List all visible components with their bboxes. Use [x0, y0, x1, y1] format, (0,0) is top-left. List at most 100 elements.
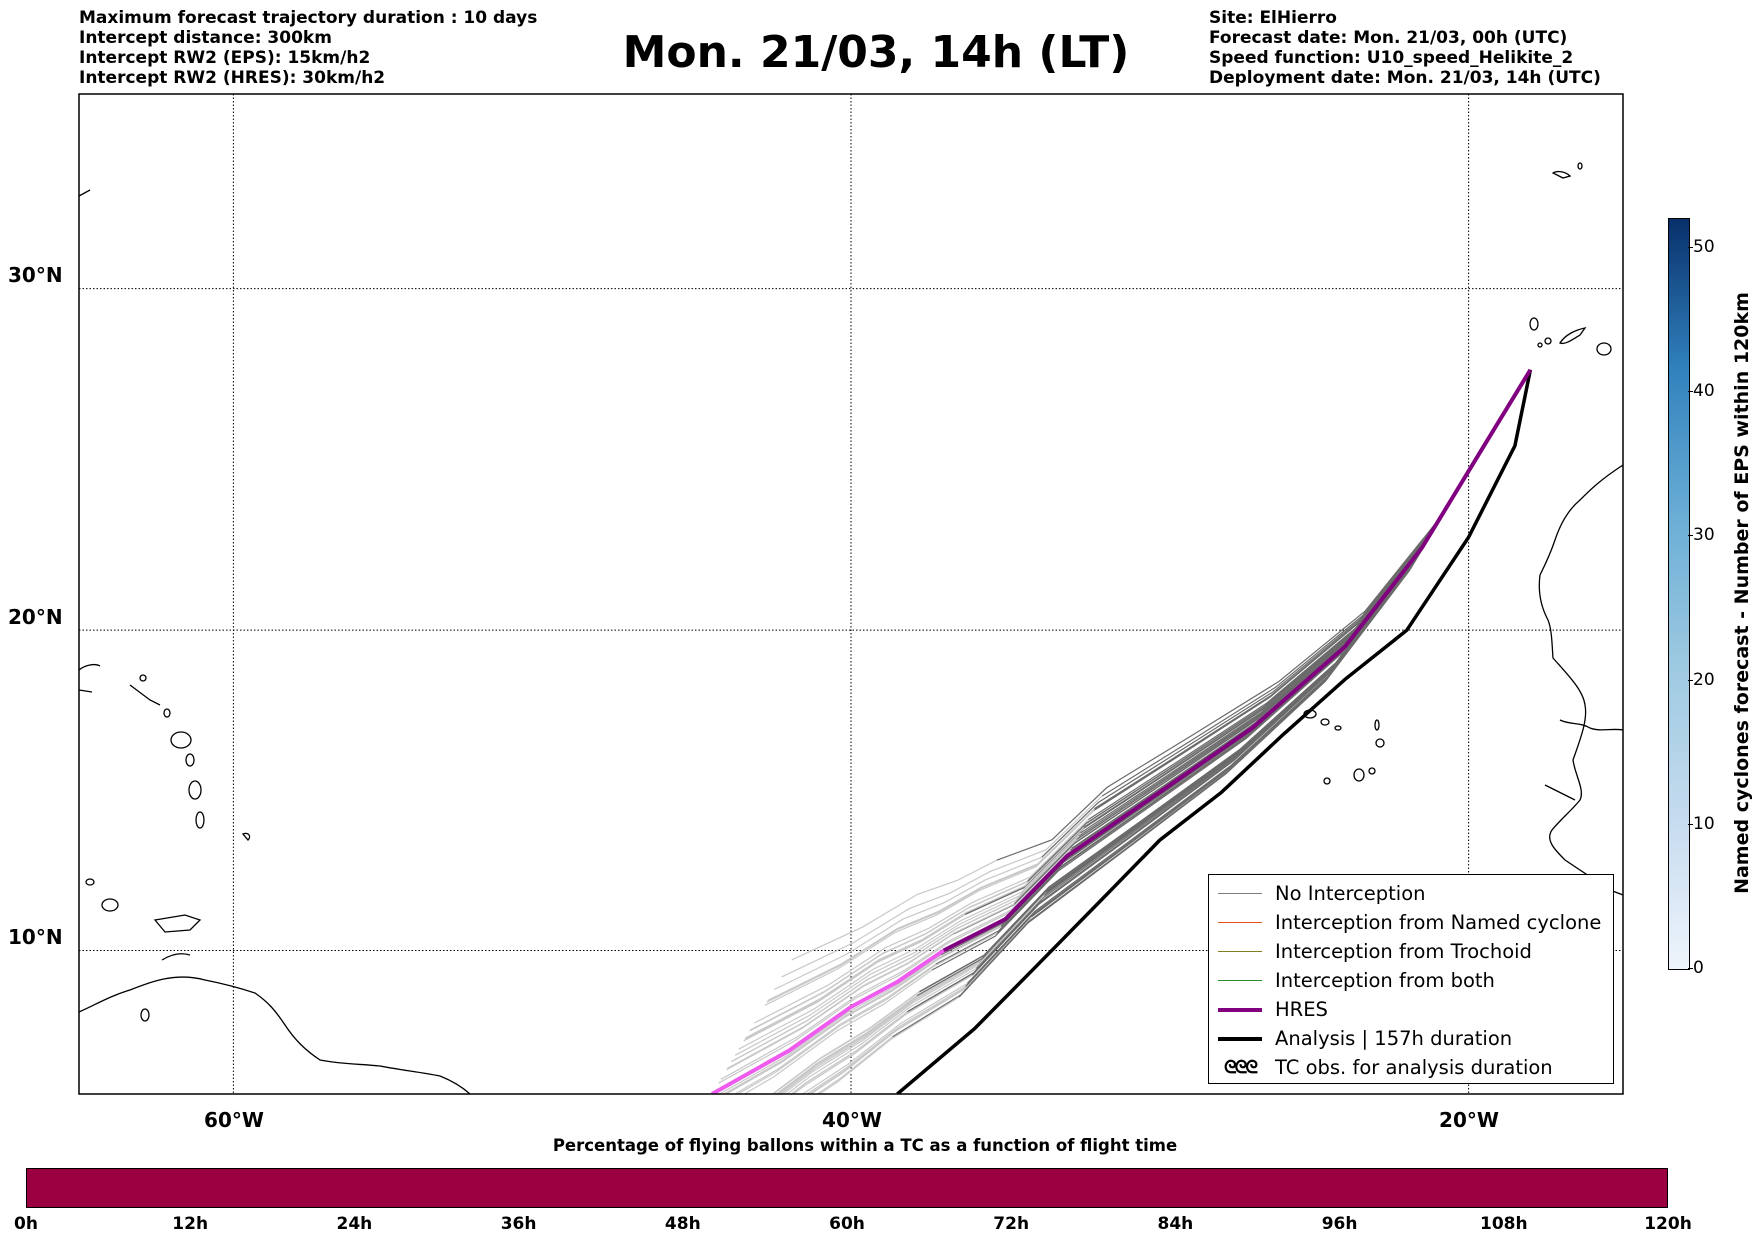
eps-trajectory	[1078, 369, 1531, 837]
eps-trajectory	[942, 369, 1531, 952]
eps-trajectory-late	[743, 969, 933, 1094]
island	[79, 689, 93, 693]
island	[185, 753, 195, 767]
legend-swatch	[1218, 951, 1262, 952]
island	[85, 878, 95, 886]
header-left-line: Maximum forecast trajectory duration : 1…	[79, 8, 538, 28]
island-puerto-rico	[79, 663, 101, 671]
colorbar-tick-label: 0	[1693, 958, 1704, 978]
legend: No Interception Interception from Named …	[1208, 874, 1614, 1084]
africa-coast-detail	[1559, 719, 1623, 731]
header-left-line: Intercept RW2 (EPS): 15km/h2	[79, 48, 371, 68]
bottom-colorbar-tick: 108h	[1480, 1214, 1528, 1234]
island	[1374, 719, 1380, 731]
eps-trajectory	[996, 369, 1531, 861]
eps-trajectory-late	[792, 974, 973, 1094]
africa-coastline	[1538, 464, 1623, 896]
bottom-colorbar-tick: 84h	[1157, 1214, 1194, 1234]
colorbar-tick-label: 20	[1693, 669, 1715, 690]
eps-trajectory-late	[738, 832, 1081, 1050]
bottom-colorbar-tick: 120h	[1644, 1214, 1692, 1234]
right-colorbar	[1668, 218, 1690, 970]
eps-trajectory-late	[790, 1011, 908, 1094]
header-right-line: Forecast date: Mon. 21/03, 00h (UTC)	[1209, 28, 1568, 48]
colorbar-tick-label: 50	[1693, 236, 1715, 257]
eps-trajectory-late	[724, 925, 1002, 1094]
eps-trajectory-late	[764, 810, 1095, 1006]
legend-label: No Interception	[1275, 882, 1426, 905]
bottom-colorbar	[26, 1168, 1668, 1208]
eps-trajectory-late	[727, 903, 1015, 1069]
header-right-line: Site: ElHierro	[1209, 8, 1337, 28]
island	[1577, 162, 1583, 170]
lon-label: 60°W	[204, 1108, 264, 1132]
bottom-colorbar-tick: 36h	[500, 1214, 537, 1234]
legend-label: TC obs. for analysis duration	[1275, 1056, 1553, 1079]
eps-trajectory-late	[766, 808, 1095, 1003]
eps-trajectory-late	[782, 895, 1045, 1094]
island	[1551, 170, 1572, 179]
legend-label: Analysis | 157h duration	[1275, 1027, 1513, 1050]
eps-trajectory	[964, 369, 1531, 916]
header-right-line: Deployment date: Mon. 21/03, 14h (UTC)	[1209, 68, 1601, 88]
eps-trajectory	[1070, 369, 1531, 851]
trajectories	[711, 368, 1533, 1094]
lon-label: 20°W	[1439, 1108, 1499, 1132]
colorbar-tick-label: 10	[1693, 813, 1715, 834]
island	[1320, 718, 1330, 726]
right-colorbar-label: Named cyclones forecast - Number of EPS …	[1731, 292, 1752, 894]
island	[139, 674, 147, 682]
eps-trajectory-late	[720, 847, 1073, 1080]
colorbar-tick-mark	[1688, 246, 1693, 248]
island	[195, 811, 205, 829]
legend-swatch	[1218, 922, 1262, 923]
colorbar-tick-mark	[1688, 823, 1693, 825]
eps-trajectory-late	[777, 891, 1047, 1094]
island	[188, 780, 202, 800]
coastlines	[79, 162, 1623, 1094]
legend-item: Interception from Trochoid	[1217, 937, 1605, 966]
bottom-colorbar-tick: 0h	[14, 1214, 38, 1234]
eps-trajectory-late	[816, 1036, 893, 1094]
africa-coast-detail-2	[1544, 784, 1576, 801]
colorbar-tick-mark	[1688, 968, 1693, 969]
eps-trajectory-late	[749, 880, 1028, 1031]
colorbar-tick-label: 40	[1693, 381, 1715, 402]
eps-trajectory-late	[809, 916, 1032, 1094]
legend-label: HRES	[1275, 998, 1328, 1021]
eps-trajectory-late	[773, 856, 1042, 991]
legend-item: Interception from both	[1217, 966, 1605, 995]
eps-trajectory	[1063, 369, 1531, 863]
colorbar-tick-mark	[1688, 535, 1693, 537]
eps-trajectory	[1043, 369, 1531, 896]
eps-trajectory	[1094, 369, 1531, 810]
island-trinidad	[153, 914, 202, 933]
island	[1375, 738, 1385, 748]
eps-trajectory-late	[743, 914, 966, 1042]
island	[1368, 767, 1376, 775]
eps-trajectory	[965, 369, 1531, 914]
eps-trajectory	[1080, 369, 1531, 834]
eps-trajectory	[983, 369, 1531, 956]
legend-swatch	[1218, 1036, 1262, 1041]
legend-swatch	[1218, 893, 1262, 894]
eps-trajectory	[1013, 369, 1531, 905]
eps-trajectory-late	[805, 986, 966, 1094]
eps-trajectory-late	[733, 963, 937, 1094]
island	[140, 1008, 150, 1022]
eps-trajectory-late	[745, 826, 1085, 1039]
legend-item: Analysis | 157h duration	[1217, 1024, 1605, 1053]
island	[1537, 342, 1543, 348]
lat-label: 20°N	[8, 605, 63, 629]
south-america-coastline	[79, 976, 471, 1094]
header-right-line: Speed function: U10_speed_Helikite_2	[1209, 48, 1574, 68]
island-lesser-antilles	[161, 953, 191, 961]
bottom-colorbar-tick: 72h	[993, 1214, 1030, 1234]
lat-label: 10°N	[8, 925, 63, 949]
island	[101, 898, 119, 912]
legend-item: Interception from Named cyclone	[1217, 908, 1605, 937]
header-left: Maximum forecast trajectory duration : 1…	[79, 8, 537, 88]
island	[1596, 342, 1612, 356]
eps-trajectory	[1101, 369, 1531, 797]
